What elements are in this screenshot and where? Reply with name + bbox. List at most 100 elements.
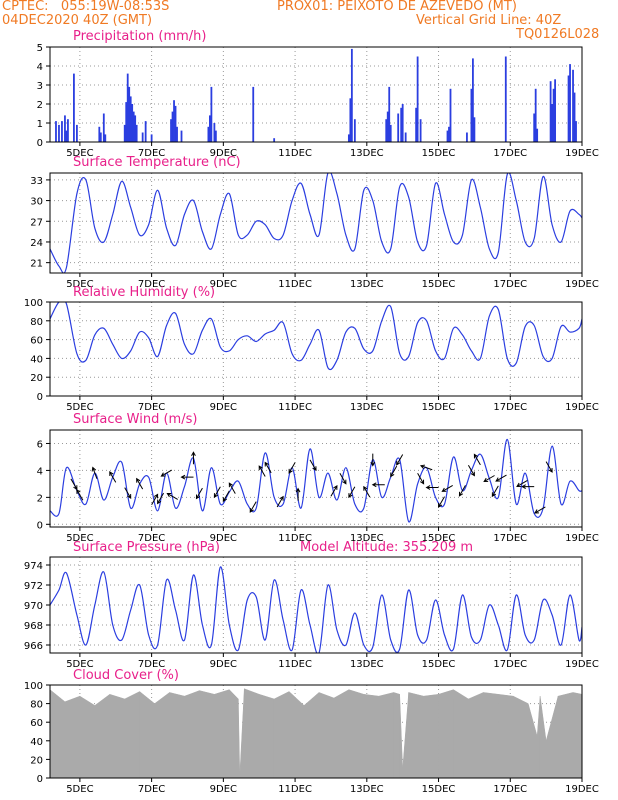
cloud-cover-segment xyxy=(229,689,239,778)
precip-bar xyxy=(135,124,138,142)
wind-arrow xyxy=(264,461,272,474)
panel-frame xyxy=(49,684,583,779)
precip-bar xyxy=(252,86,255,142)
wind-arrow xyxy=(534,506,546,514)
precip-bar xyxy=(170,119,172,142)
cloud-cover-segment xyxy=(393,692,400,778)
cloud-cover-segment xyxy=(378,692,394,778)
precip-bar xyxy=(65,130,68,142)
wind-arrow xyxy=(516,480,528,487)
wind-arrow xyxy=(124,487,132,499)
panel-frame xyxy=(49,301,583,397)
y-tick-label: 40 xyxy=(30,354,43,365)
wind-arrow xyxy=(348,486,356,499)
precip-bar xyxy=(174,105,177,142)
cloud-cover-segment xyxy=(539,696,547,778)
wind-arrow xyxy=(191,451,196,465)
cloud-cover-segment xyxy=(402,692,409,778)
wind-arrow xyxy=(417,473,425,485)
precip-bar xyxy=(552,88,555,142)
cloud-cover-segment xyxy=(453,689,469,778)
wind-arrow xyxy=(288,462,296,474)
cloud-cover-segment xyxy=(244,688,260,778)
x-tick-label: 15DEC xyxy=(422,533,456,544)
precip-bar xyxy=(102,113,105,142)
precip-bar xyxy=(176,126,178,142)
cloud-cover-segment xyxy=(139,690,155,778)
wind-arrow xyxy=(70,478,78,491)
wind-arrow xyxy=(425,485,439,490)
precip-bar xyxy=(389,124,392,142)
wind-arrow xyxy=(521,484,535,489)
cloud-cover-segment xyxy=(363,694,380,778)
precip-bar xyxy=(554,79,557,142)
y-tick-label: 5 xyxy=(37,43,43,54)
y-tick-label: 60 xyxy=(30,336,43,347)
cloud-cover-segment xyxy=(124,691,140,778)
cloud-cover-segment xyxy=(513,695,529,778)
panel-frame xyxy=(49,172,583,274)
precip-bar xyxy=(573,92,576,142)
precip-bar xyxy=(126,73,129,142)
precip-bar xyxy=(207,126,210,142)
wind-arrow xyxy=(339,473,347,485)
precip-bar xyxy=(125,102,128,142)
cloud-cover-segment xyxy=(527,703,538,778)
y-tick-label: 1 xyxy=(37,119,43,130)
precip-bar xyxy=(446,130,449,142)
y-tick-label: 80 xyxy=(30,700,43,711)
cloud-cover-segment xyxy=(184,690,200,778)
wind-arrow xyxy=(371,482,385,488)
cloud-cover-segment xyxy=(483,692,499,778)
y-tick-label: 33 xyxy=(30,176,43,187)
precip-bar xyxy=(449,88,452,142)
wind-arrow xyxy=(195,487,203,500)
precip-bar xyxy=(58,124,60,142)
wind-arrow xyxy=(438,496,445,508)
y-tick-label: 100 xyxy=(24,298,43,309)
wind-arrow xyxy=(483,475,495,483)
panel-frame xyxy=(49,556,583,654)
y-tick-label: 974 xyxy=(24,561,43,572)
precip-bar xyxy=(131,104,134,142)
x-tick-label: 7DEC xyxy=(138,402,165,413)
cloud-cover-segment xyxy=(64,695,81,778)
precip-bar xyxy=(144,121,147,142)
x-tick-label: 9DEC xyxy=(210,402,237,413)
y-tick-label: 21 xyxy=(30,259,43,270)
series-group xyxy=(50,566,582,653)
precip-bar xyxy=(533,113,536,142)
wind-arrow xyxy=(249,501,257,513)
precip-bar xyxy=(549,81,552,142)
panel-title: Precipitation (mm/h) xyxy=(73,29,206,44)
x-tick-label: 17DEC xyxy=(493,279,527,290)
cloud-cover-segment xyxy=(50,689,66,778)
precip-bar xyxy=(534,88,537,142)
wind-arrow xyxy=(109,471,117,483)
x-tick-label: 15DEC xyxy=(422,279,456,290)
y-tick-label: 24 xyxy=(30,238,43,249)
x-tick-label: 15DEC xyxy=(422,148,456,159)
wind-arrow xyxy=(157,492,165,505)
wind-arrow xyxy=(491,485,499,498)
wind-arrow xyxy=(363,485,371,498)
x-tick-label: 5DEC xyxy=(66,659,93,670)
x-tick-label: 15DEC xyxy=(422,659,456,670)
series-line xyxy=(50,566,582,653)
y-tick-label: 30 xyxy=(30,197,43,208)
y-tick-label: 40 xyxy=(30,737,43,748)
y-tick-label: 970 xyxy=(24,601,43,612)
precip-bar xyxy=(397,113,400,142)
precip-bar xyxy=(273,138,276,142)
precip-bar xyxy=(61,121,63,142)
cloud-cover-segment xyxy=(468,692,484,778)
x-tick-label: 13DEC xyxy=(350,784,384,795)
x-tick-label: 17DEC xyxy=(493,533,527,544)
precip-bar xyxy=(349,98,352,142)
precip-bar xyxy=(129,96,132,142)
precip-bar xyxy=(104,134,107,142)
wind-arrow xyxy=(180,474,194,480)
series-line xyxy=(50,173,582,273)
wind-arrow xyxy=(370,453,376,467)
header-line1-right: PROX01: PEIXOTO DE AZEVEDO (MT) xyxy=(277,0,517,14)
